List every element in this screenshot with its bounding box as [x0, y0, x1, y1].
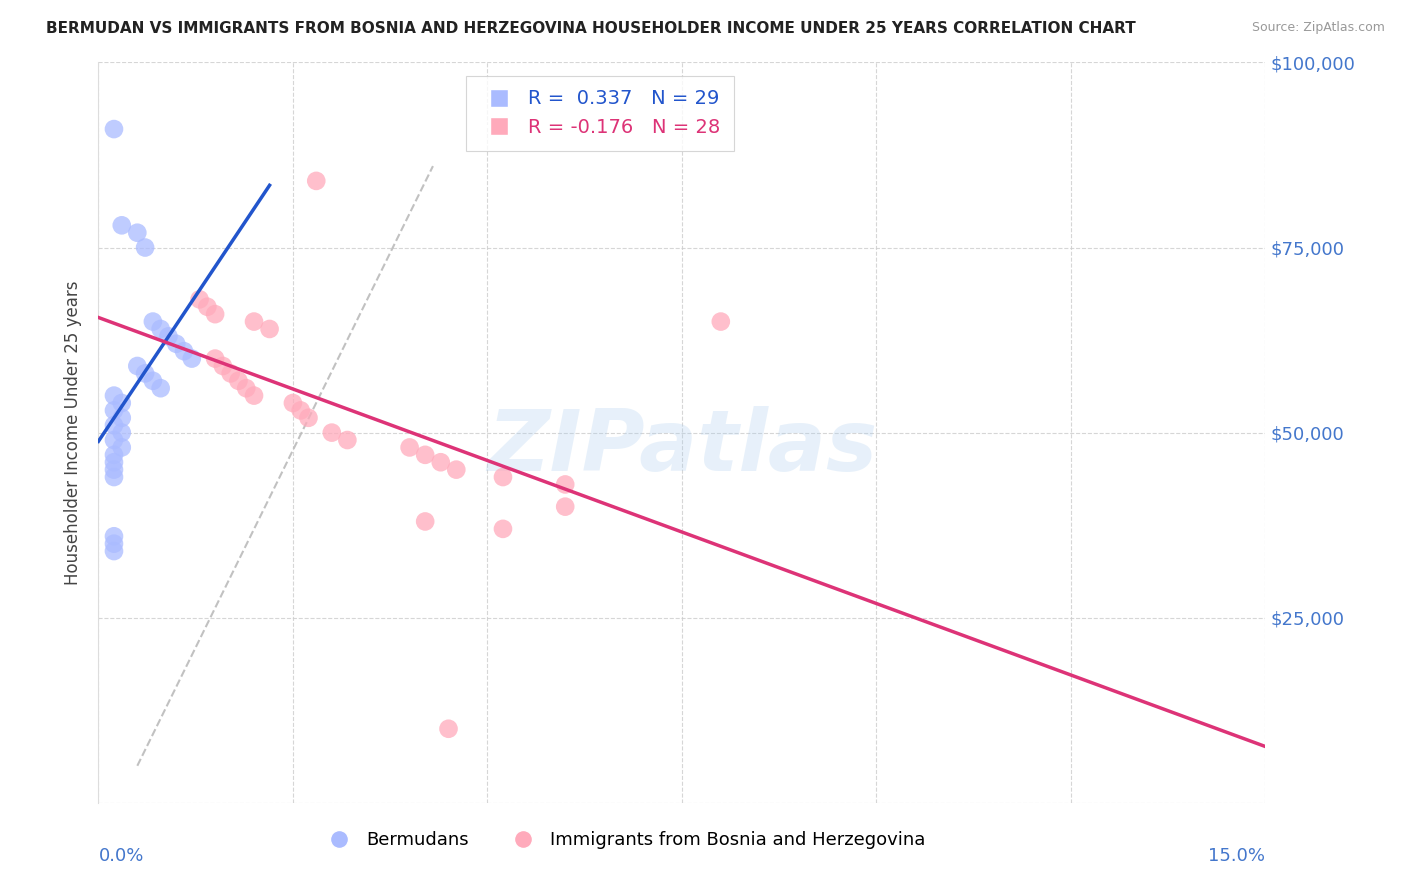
Point — [111, 441, 134, 455]
Point — [103, 418, 125, 433]
Point — [103, 470, 125, 484]
Point — [446, 462, 468, 476]
Point — [134, 367, 156, 381]
Point — [157, 329, 180, 343]
Text: 0.0%: 0.0% — [98, 847, 143, 865]
Point — [235, 381, 257, 395]
Point — [103, 536, 125, 550]
Point — [103, 433, 125, 447]
Point — [165, 336, 187, 351]
Point — [492, 522, 515, 536]
Point — [413, 515, 436, 529]
Point — [103, 455, 125, 469]
Point — [195, 300, 218, 314]
Point — [149, 381, 172, 395]
Text: BERMUDAN VS IMMIGRANTS FROM BOSNIA AND HERZEGOVINA HOUSEHOLDER INCOME UNDER 25 Y: BERMUDAN VS IMMIGRANTS FROM BOSNIA AND H… — [45, 21, 1136, 36]
Point — [554, 500, 576, 514]
Y-axis label: Householder Income Under 25 years: Householder Income Under 25 years — [65, 280, 83, 585]
Text: Source: ZipAtlas.com: Source: ZipAtlas.com — [1251, 21, 1385, 34]
Point — [103, 448, 125, 462]
Point — [111, 396, 134, 410]
Point — [103, 388, 125, 402]
Point — [492, 470, 515, 484]
Point — [413, 448, 436, 462]
Point — [204, 307, 226, 321]
Point — [188, 293, 211, 307]
Text: ZIPatlas: ZIPatlas — [486, 406, 877, 489]
Point — [127, 226, 149, 240]
Point — [149, 322, 172, 336]
Point — [321, 425, 343, 440]
Point — [243, 314, 266, 328]
Text: 15.0%: 15.0% — [1208, 847, 1265, 865]
Point — [103, 462, 125, 476]
Point — [111, 410, 134, 425]
Point — [554, 477, 576, 491]
Point — [243, 388, 266, 402]
Legend: Bermudans, Immigrants from Bosnia and Herzegovina: Bermudans, Immigrants from Bosnia and He… — [314, 824, 934, 856]
Point — [103, 544, 125, 558]
Point — [103, 403, 125, 417]
Point — [437, 722, 460, 736]
Point — [212, 359, 235, 373]
Point — [103, 122, 125, 136]
Point — [305, 174, 328, 188]
Point — [134, 240, 156, 255]
Point — [290, 403, 312, 417]
Point — [228, 374, 250, 388]
Point — [111, 425, 134, 440]
Point — [281, 396, 304, 410]
Point — [259, 322, 281, 336]
Point — [142, 374, 165, 388]
Point — [710, 314, 733, 328]
Point — [142, 314, 165, 328]
Point — [180, 351, 202, 366]
Point — [127, 359, 149, 373]
Point — [173, 344, 195, 359]
Point — [336, 433, 359, 447]
Point — [297, 410, 319, 425]
Point — [103, 529, 125, 543]
Point — [398, 441, 420, 455]
Point — [111, 219, 134, 233]
Point — [429, 455, 451, 469]
Point — [204, 351, 226, 366]
Point — [219, 367, 242, 381]
